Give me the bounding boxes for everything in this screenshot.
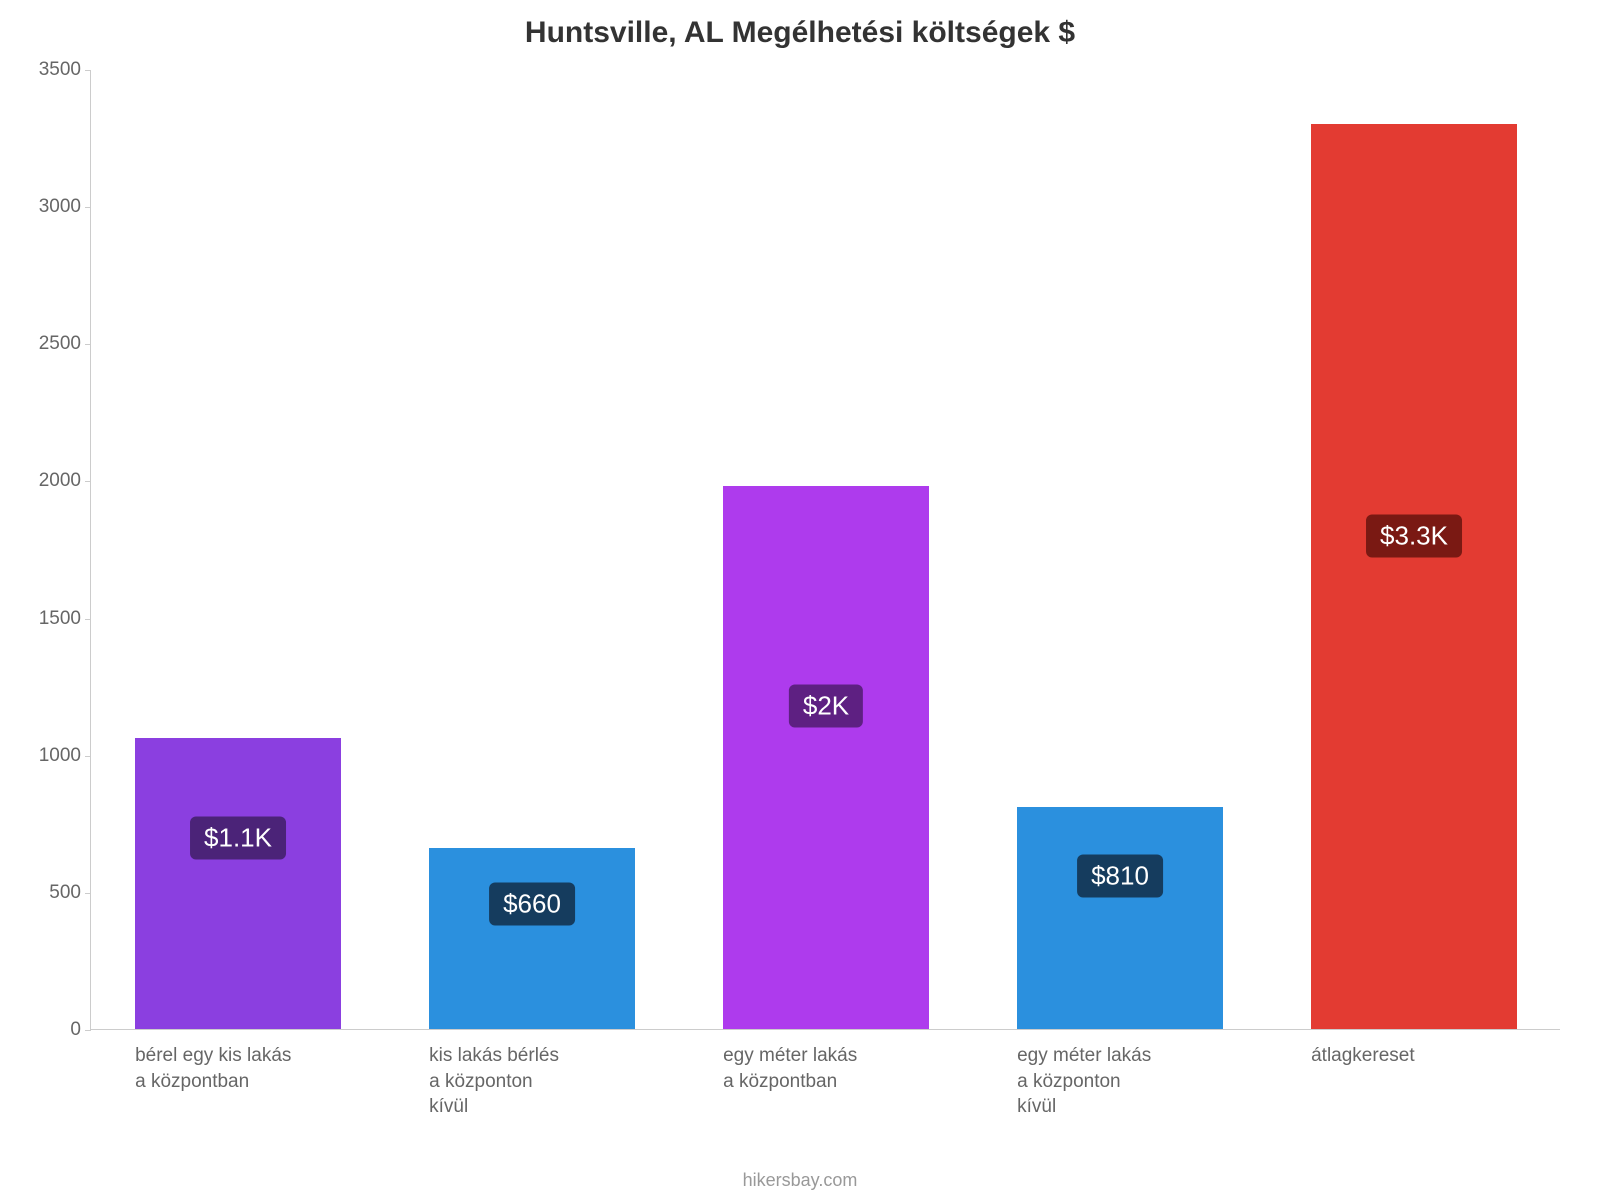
x-axis-category-label: kis lakás bérlés a központon kívül [429, 1029, 559, 1120]
y-axis-tick-mark [85, 207, 91, 208]
y-axis-tick-label: 3000 [39, 196, 91, 218]
bar-value-label: $810 [1077, 855, 1163, 898]
bar [1311, 124, 1517, 1029]
bar-value-label: $2K [789, 685, 863, 728]
y-axis-tick-mark [85, 756, 91, 757]
y-axis-tick-label: 2000 [39, 470, 91, 492]
x-axis-category-label: átlagkereset [1311, 1029, 1415, 1069]
y-axis-tick-mark [85, 619, 91, 620]
y-axis-tick-mark [85, 481, 91, 482]
chart-title: Huntsville, AL Megélhetési költségek $ [0, 16, 1600, 50]
chart-footer: hikersbay.com [0, 1170, 1600, 1191]
y-axis-tick-label: 1000 [39, 745, 91, 767]
y-axis-tick-mark [85, 344, 91, 345]
x-axis-category-label: bérel egy kis lakás a központban [135, 1029, 291, 1094]
plot-area: 0500100015002000250030003500$1.1Kbérel e… [90, 70, 1560, 1030]
y-axis-tick-mark [85, 1030, 91, 1031]
bar-value-label: $1.1K [190, 817, 286, 860]
y-axis-tick-label: 3500 [39, 59, 91, 81]
bar [135, 738, 341, 1029]
bar [429, 848, 635, 1029]
bar-value-label: $660 [489, 882, 575, 925]
y-axis-tick-label: 1500 [39, 608, 91, 630]
bar-value-label: $3.3K [1366, 515, 1462, 558]
y-axis-tick-mark [85, 893, 91, 894]
chart-container: Huntsville, AL Megélhetési költségek $ 0… [0, 0, 1600, 1200]
y-axis-tick-label: 2500 [39, 333, 91, 355]
bar [723, 486, 929, 1029]
bar [1017, 807, 1223, 1029]
x-axis-category-label: egy méter lakás a központban [723, 1029, 857, 1094]
y-axis-tick-mark [85, 70, 91, 71]
x-axis-category-label: egy méter lakás a központon kívül [1017, 1029, 1151, 1120]
